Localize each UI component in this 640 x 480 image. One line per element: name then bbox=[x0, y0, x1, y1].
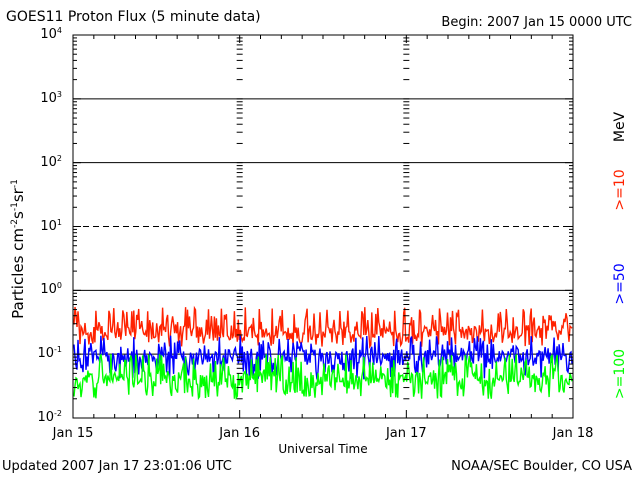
x-tick-label: Jan 15 bbox=[52, 426, 94, 441]
series-line-gege10 bbox=[73, 305, 573, 349]
y-tick-label: 101 bbox=[40, 217, 62, 234]
x-tick-label: Jan 16 bbox=[219, 426, 261, 441]
updated-timestamp: Updated 2007 Jan 17 23:01:06 UTC bbox=[2, 459, 232, 474]
begin-time: Begin: 2007 Jan 15 0000 UTC bbox=[441, 15, 632, 30]
y-axis-label: Particles cm-2s-1sr-1 bbox=[9, 179, 27, 319]
legend-ge50: >=50 bbox=[612, 263, 628, 305]
x-tick-label: Jan 18 bbox=[552, 426, 594, 441]
y-tick-label: 10-1 bbox=[37, 345, 62, 362]
y-tick-label: 103 bbox=[40, 90, 62, 107]
x-tick-label: Jan 17 bbox=[385, 426, 427, 441]
legend-unit: MeV bbox=[612, 111, 628, 143]
y-tick-label: 104 bbox=[40, 26, 62, 43]
y-tick-label: 102 bbox=[40, 153, 62, 170]
y-tick-label: 10-2 bbox=[37, 409, 62, 426]
series-line-gege100 bbox=[73, 354, 573, 401]
y-tick-label: 100 bbox=[40, 281, 62, 298]
legend-ge100: >=100 bbox=[612, 348, 628, 400]
legend-ge10: >=10 bbox=[612, 169, 628, 211]
x-axis-label: Universal Time bbox=[278, 442, 368, 456]
source-credit: NOAA/SEC Boulder, CO USA bbox=[451, 459, 632, 474]
chart-title: GOES11 Proton Flux (5 minute data) bbox=[6, 9, 261, 25]
